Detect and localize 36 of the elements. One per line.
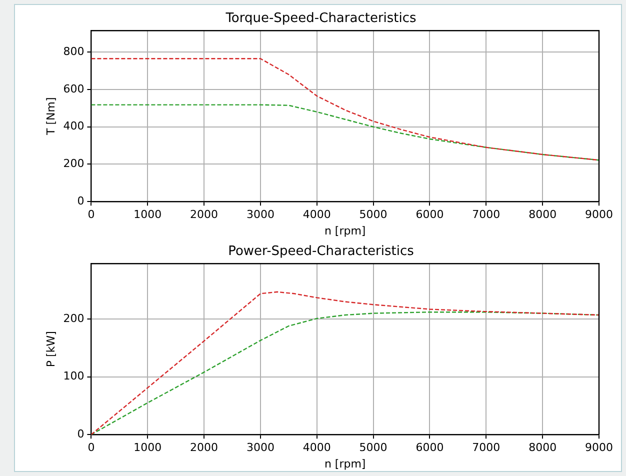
- x-tick-label: 3000: [246, 441, 274, 454]
- line-series: [91, 58, 599, 161]
- y-tick-label: 0: [77, 427, 84, 440]
- x-tick-label: 2000: [190, 208, 218, 222]
- y-tick-label: 100: [63, 370, 84, 383]
- line-series: [91, 104, 599, 161]
- x-tick-label: 0: [88, 441, 95, 454]
- x-tick-label: 4000: [302, 208, 331, 222]
- x-tick-label: 8000: [528, 208, 557, 222]
- x-axis-title: n [rpm]: [324, 224, 366, 238]
- y-tick-label: 200: [63, 157, 84, 170]
- y-tick-label: 800: [63, 44, 84, 58]
- y-tick-label: 0: [77, 194, 84, 208]
- x-tick-label: 6000: [416, 441, 444, 454]
- y-axis-title: P [kW]: [44, 331, 58, 368]
- x-tick-label: 9000: [585, 441, 613, 454]
- x-tick-label: 7000: [472, 208, 500, 222]
- x-tick-label: 9000: [585, 208, 613, 222]
- chart-title: Torque-Speed-Characteristics: [224, 11, 417, 26]
- y-tick-label: 400: [63, 120, 84, 133]
- y-axis-title: T [Nm]: [44, 97, 58, 136]
- x-tick-label: 4000: [302, 441, 331, 454]
- x-tick-label: 2000: [190, 441, 218, 454]
- x-tick-label: 5000: [359, 441, 388, 454]
- x-tick-label: 3000: [246, 208, 274, 222]
- x-tick-label: 1000: [134, 208, 162, 222]
- x-tick-label: 6000: [416, 208, 444, 222]
- y-tick-label: 600: [63, 82, 84, 96]
- x-axis-title: n [rpm]: [324, 457, 366, 470]
- chart-title: Power-Speed-Characteristics: [228, 244, 414, 260]
- x-tick-label: 1000: [134, 441, 162, 454]
- x-tick-label: 5000: [359, 208, 388, 222]
- x-tick-label: 8000: [528, 441, 557, 454]
- x-tick-label: 7000: [472, 441, 500, 454]
- x-tick-label: 0: [88, 208, 95, 222]
- y-tick-label: 200: [63, 312, 84, 325]
